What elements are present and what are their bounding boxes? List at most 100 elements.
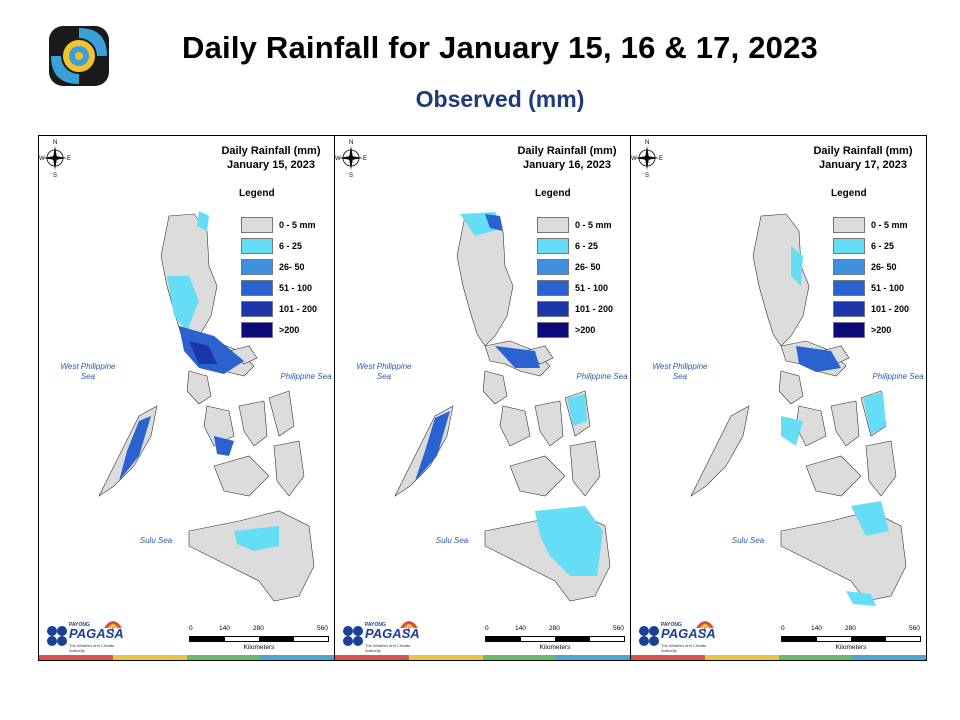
compass-n-label: N [645,140,649,146]
legend-label: 26- 50 [871,261,897,272]
scale-unit: Kilometers [243,644,275,651]
dost-logo-icon [639,626,659,646]
umbrella-icon [104,621,122,633]
legend-swatch [241,258,273,275]
compass-s-label: S [645,173,649,178]
sea-label-sulu: Sulu Sea [731,536,765,545]
color-strip [631,655,926,660]
rainfall-map-jan17 [690,213,907,606]
panel-title-date: January 16, 2023 [522,159,612,171]
page-title: Daily Rainfall for January 15, 16 & 17, … [181,30,818,65]
color-strip [39,655,334,660]
legend-swatch [537,258,569,275]
sea-label-sulu: Sulu Sea [139,536,173,545]
page-subtitle: Observed (mm) [415,86,585,112]
rain-overlay-jan16 [415,212,603,576]
legend-item: 51 - 100 [241,277,317,298]
color-strip [335,655,630,660]
compass-rose-icon: N S W E [39,140,71,178]
pagasa-dost-label: PAYONG [69,622,90,628]
compass-s-label: S [53,173,57,178]
legend: 0 - 5 mm 6 - 25 26- 50 51 - 100 101 - 20… [833,214,909,340]
compass-e-label: E [67,156,71,162]
panel-title: Daily Rainfall (mm) January 17, 2023 [803,144,923,172]
legend-swatch [537,321,569,338]
legend-label: 101 - 200 [871,303,910,314]
legend-swatch [241,321,273,338]
sea-label-philippine: Philippine Sea [280,372,332,381]
scale-tick: 280 [253,625,264,632]
legend: 0 - 5 mm 6 - 25 26- 50 51 - 100 101 - 20… [537,214,613,340]
legend-swatch [833,279,865,296]
scale-tick: 140 [219,625,230,632]
legend-label: 51 - 100 [871,282,905,293]
legend-swatch [833,216,865,233]
legend-item: 26- 50 [241,256,317,277]
map-panels: N S W E Daily Rainfall (mm) January 15, … [38,135,927,661]
pagasa-dost-label: PAYONG [661,622,682,628]
legend-swatch [833,258,865,275]
compass-n-label: N [53,140,57,146]
pagasa-name: PAGASA [365,626,420,641]
compass-rose-icon: N S W E [335,140,367,178]
scale-tick: 280 [845,625,856,632]
legend-item: 6 - 25 [537,235,613,256]
legend-item: >200 [833,319,909,340]
scale-tick: 140 [515,625,526,632]
compass-w-label: W [631,156,637,162]
pagasa-logo: PAYONG PAGASA The Weather and Climate Au… [341,616,421,653]
panel-title: Daily Rainfall (mm) January 15, 2023 [211,144,331,172]
scale-bar: 0 140 280 560 Kilometers [781,625,921,651]
legend-item: >200 [241,319,317,340]
scale-tick: 0 [781,625,785,632]
scale-tick: 0 [189,625,193,632]
legend-swatch [241,300,273,317]
legend-item: 6 - 25 [241,235,317,256]
legend-label: 0 - 5 mm [279,219,316,230]
panel-title: Daily Rainfall (mm) January 16, 2023 [507,144,627,172]
legend-swatch [241,279,273,296]
legend-item: 101 - 200 [537,298,613,319]
legend-label: 101 - 200 [279,303,318,314]
dost-logo-icon [343,626,363,646]
legend-label: 6 - 25 [871,240,895,251]
sea-label-philippine: Philippine Sea [872,372,924,381]
legend-swatch [833,300,865,317]
panel-title-line1: Daily Rainfall (mm) [221,145,321,157]
sea-label-west-philippine: West Philippine Sea [60,362,116,381]
compass-e-label: E [363,156,367,162]
panel-title-date: January 15, 2023 [226,159,316,171]
legend-item: 0 - 5 mm [537,214,613,235]
legend-item: 26- 50 [833,256,909,277]
scale-unit: Kilometers [539,644,571,651]
scale-unit: Kilometers [835,644,867,651]
rain-overlay-jan17 [781,246,889,606]
compass-n-label: N [349,140,353,146]
map-panel-jan17: N S W E Daily Rainfall (mm) January 17, … [631,136,926,660]
scale-bar: 0 140 280 560 Kilometers [189,625,329,651]
legend-label: 6 - 25 [575,240,599,251]
legend: 0 - 5 mm 6 - 25 26- 50 51 - 100 101 - 20… [241,214,317,340]
legend-item: 101 - 200 [241,298,317,319]
legend-item: 0 - 5 mm [833,214,909,235]
legend-swatch [537,300,569,317]
legend-label: 51 - 100 [279,282,313,293]
legend-label: 51 - 100 [575,282,609,293]
agency-seal-logo [49,26,109,86]
panel-title-date: January 17, 2023 [818,159,908,171]
legend-item: >200 [537,319,613,340]
compass-rose-icon: N S W E [631,140,663,178]
umbrella-icon [400,621,418,633]
pagasa-name: PAGASA [69,626,124,641]
legend-title: Legend [831,188,867,199]
pagasa-tagline: The Weather and Climate Authority [661,643,707,653]
compass-w-label: W [335,156,341,162]
rain-overlay-jan15 [119,211,279,551]
legend-swatch [241,216,273,233]
map-panel-jan16: N S W E Daily Rainfall (mm) January 16, … [335,136,631,660]
legend-item: 6 - 25 [833,235,909,256]
legend-label: 26- 50 [575,261,601,272]
scale-tick: 560 [613,625,624,632]
legend-label: >200 [575,324,596,335]
scale-bar: 0 140 280 560 Kilometers [485,625,625,651]
